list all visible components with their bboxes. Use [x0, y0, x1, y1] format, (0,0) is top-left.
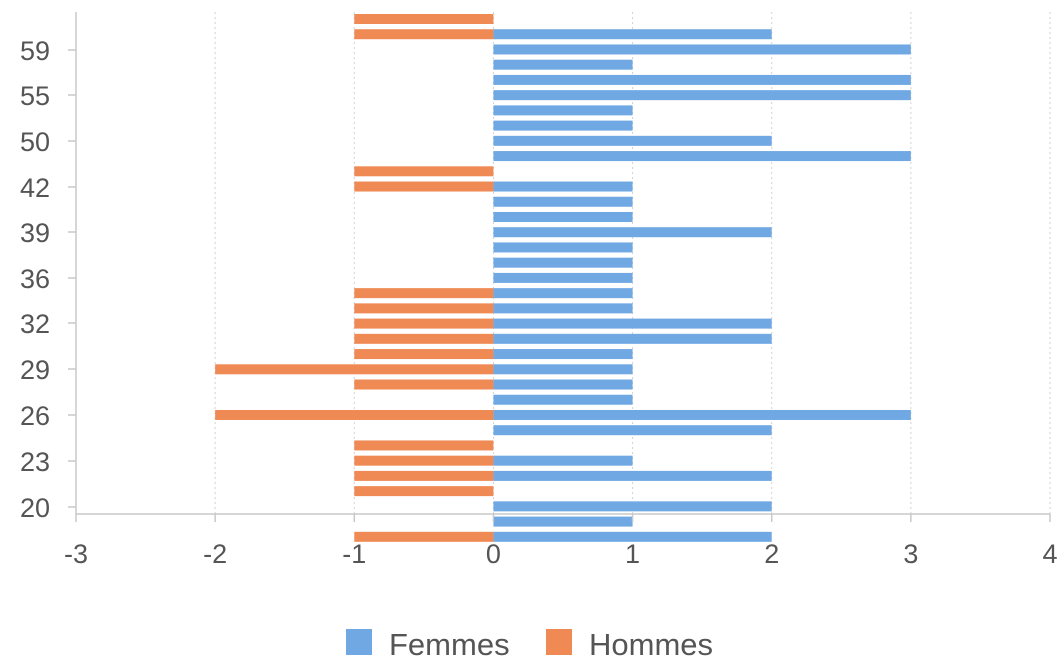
- y-tick-label-20: 20: [20, 493, 50, 523]
- bar-hommes-10: [354, 380, 493, 390]
- bar-femmes-32: [493, 44, 910, 54]
- bar-hommes-15: [354, 303, 493, 313]
- bar-femmes-21: [493, 212, 632, 222]
- y-tick-label-36: 36: [20, 264, 50, 294]
- bar-hommes-13: [354, 334, 493, 344]
- bar-hommes-12: [354, 349, 493, 359]
- x-tick-label-2: -1: [342, 539, 366, 569]
- bar-femmes-33: [493, 29, 771, 39]
- x-tick-label-6: 3: [903, 539, 918, 569]
- y-tick-label-26: 26: [20, 401, 50, 431]
- legend-label-femmes: Femmes: [389, 627, 510, 662]
- bar-hommes-14: [354, 319, 493, 329]
- x-tick-label-0: -3: [64, 539, 88, 569]
- bar-femmes-11: [493, 364, 632, 374]
- bar-femmes-1: [493, 517, 632, 527]
- bar-hommes-16: [354, 288, 493, 298]
- bar-femmes-25: [493, 151, 910, 161]
- bar-femmes-16: [493, 288, 632, 298]
- bar-femmes-4: [493, 471, 771, 481]
- bar-femmes-14: [493, 319, 771, 329]
- bar-femmes-30: [493, 75, 910, 85]
- legend-swatch-hommes: [546, 629, 572, 655]
- x-tick-label-4: 1: [625, 539, 640, 569]
- x-tick-label-1: -2: [203, 539, 227, 569]
- bar-femmes-5: [493, 456, 632, 466]
- y-tick-label-39: 39: [20, 218, 50, 248]
- bar-femmes-27: [493, 121, 632, 131]
- y-tick-label-23: 23: [20, 447, 50, 477]
- bar-femmes-2: [493, 501, 771, 511]
- bar-femmes-23: [493, 182, 632, 192]
- y-tick-label-32: 32: [20, 309, 50, 339]
- bar-femmes-7: [493, 425, 771, 435]
- x-tick-label-7: 4: [1042, 539, 1057, 569]
- x-tick-label-3: 0: [486, 539, 501, 569]
- y-tick-label-50: 50: [20, 127, 50, 157]
- bar-femmes-8: [493, 410, 910, 420]
- bar-hommes-5: [354, 456, 493, 466]
- bar-femmes-19: [493, 242, 632, 252]
- bar-hommes-4: [354, 471, 493, 481]
- bar-femmes-10: [493, 380, 632, 390]
- bar-hommes-0: [354, 532, 493, 542]
- bar-femmes-29: [493, 90, 910, 100]
- bar-femmes-31: [493, 60, 632, 70]
- bar-femmes-22: [493, 197, 632, 207]
- bar-hommes-34: [354, 14, 493, 24]
- bar-hommes-6: [354, 440, 493, 450]
- legend-label-hommes: Hommes: [589, 627, 713, 662]
- bar-hommes-8: [215, 410, 493, 420]
- bar-hommes-33: [354, 29, 493, 39]
- bar-femmes-20: [493, 227, 771, 237]
- bar-femmes-15: [493, 303, 632, 313]
- bar-femmes-26: [493, 136, 771, 146]
- x-tick-label-5: 2: [764, 539, 779, 569]
- y-tick-label-29: 29: [20, 355, 50, 385]
- bar-hommes-23: [354, 182, 493, 192]
- bar-femmes-13: [493, 334, 771, 344]
- bar-femmes-28: [493, 105, 632, 115]
- bar-hommes-3: [354, 486, 493, 496]
- bar-femmes-18: [493, 258, 632, 268]
- bar-femmes-9: [493, 395, 632, 405]
- y-tick-label-42: 42: [20, 173, 50, 203]
- y-tick-label-55: 55: [20, 81, 50, 111]
- bar-femmes-17: [493, 273, 632, 283]
- bar-hommes-11: [215, 364, 493, 374]
- legend-swatch-femmes: [346, 629, 372, 655]
- bar-femmes-12: [493, 349, 632, 359]
- y-tick-label-59: 59: [20, 36, 50, 66]
- bar-hommes-24: [354, 166, 493, 176]
